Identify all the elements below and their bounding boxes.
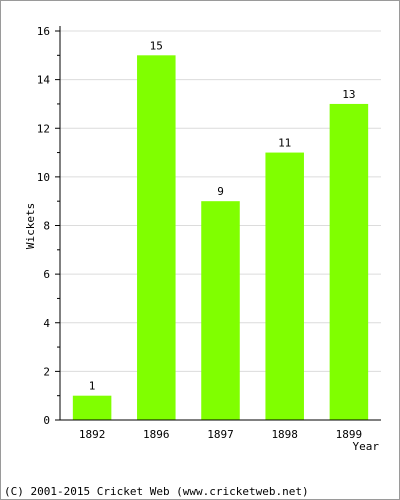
y-tick-label: 4 [43,317,50,330]
data-label: 13 [342,88,355,101]
y-tick-label: 6 [43,268,50,281]
y-tick-label: 14 [37,74,51,87]
x-axis: 1892 1896 1897 1898 1899 [60,419,381,441]
bar [72,395,112,420]
y-tick-label: 2 [43,365,50,378]
y-tick-label: 0 [43,414,50,427]
data-label: 1 [89,380,96,393]
bar [201,201,240,420]
data-label: 9 [217,185,224,198]
copyright-text: (C) 2001-2015 Cricket Web (www.cricketwe… [4,485,309,498]
bar [137,55,176,420]
y-axis-label: Wickets [24,203,37,249]
bar [329,103,369,420]
gridlines [60,30,381,372]
y-axis: 0 2 4 6 8 10 12 14 16 [37,25,61,427]
bars: 1 15 9 11 13 [72,39,369,420]
x-axis-label: Year [353,440,380,453]
bar [265,152,304,420]
data-label: 15 [150,39,163,52]
x-tick-label: 1898 [271,428,298,441]
x-tick-label: 1896 [143,428,170,441]
data-label: 11 [278,137,291,150]
x-tick-label: 1892 [79,428,106,441]
x-tick-label: 1899 [336,428,363,441]
x-tick-label: 1897 [207,428,234,441]
y-tick-label: 12 [37,122,50,135]
y-tick-label: 16 [37,25,50,38]
y-tick-label: 8 [43,220,50,233]
y-tick-label: 10 [37,171,50,184]
